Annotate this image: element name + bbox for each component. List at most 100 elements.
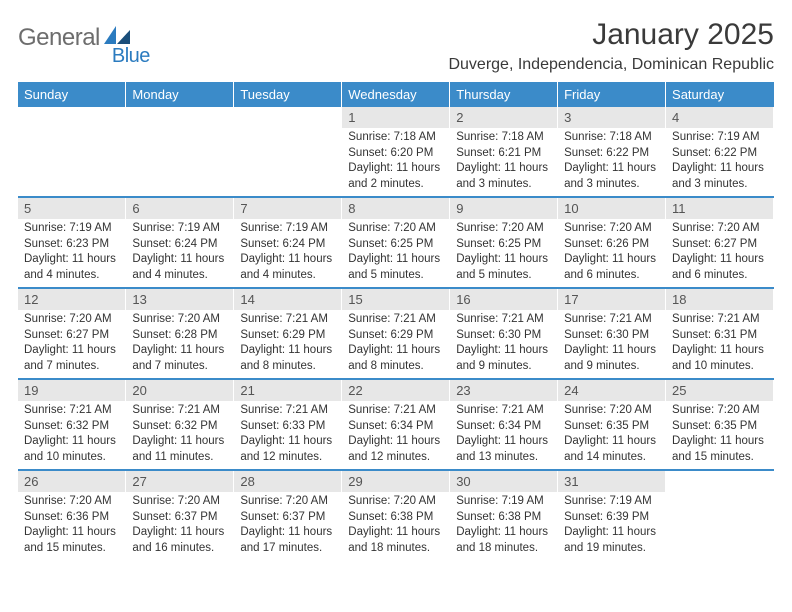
day-number: 28 [234,471,341,492]
calendar-table: SundayMondayTuesdayWednesdayThursdayFrid… [18,82,774,560]
day-details: Sunrise: 7:21 AMSunset: 6:31 PMDaylight:… [666,310,773,378]
day-number: 7 [234,198,341,219]
calendar-day-cell: 1Sunrise: 7:18 AMSunset: 6:20 PMDaylight… [342,107,450,197]
calendar-day-cell: 11Sunrise: 7:20 AMSunset: 6:27 PMDayligh… [666,197,774,288]
calendar-day-cell: 18Sunrise: 7:21 AMSunset: 6:31 PMDayligh… [666,288,774,379]
day-details: Sunrise: 7:18 AMSunset: 6:20 PMDaylight:… [342,128,449,196]
day-number: 23 [450,380,557,401]
location: Duverge, Independencia, Dominican Republ… [448,56,774,74]
day-details: Sunrise: 7:20 AMSunset: 6:37 PMDaylight:… [234,492,341,560]
calendar-header-row: SundayMondayTuesdayWednesdayThursdayFrid… [18,82,774,107]
day-number: 21 [234,380,341,401]
day-details: Sunrise: 7:20 AMSunset: 6:37 PMDaylight:… [126,492,233,560]
calendar-day-cell: 15Sunrise: 7:21 AMSunset: 6:29 PMDayligh… [342,288,450,379]
calendar-empty-cell [126,107,234,197]
calendar-day-cell: 13Sunrise: 7:20 AMSunset: 6:28 PMDayligh… [126,288,234,379]
calendar-day-cell: 7Sunrise: 7:19 AMSunset: 6:24 PMDaylight… [234,197,342,288]
calendar-day-cell: 4Sunrise: 7:19 AMSunset: 6:22 PMDaylight… [666,107,774,197]
day-number: 2 [450,107,557,128]
day-number: 31 [558,471,665,492]
day-number: 25 [666,380,773,401]
calendar-day-cell: 3Sunrise: 7:18 AMSunset: 6:22 PMDaylight… [558,107,666,197]
calendar-empty-cell [18,107,126,197]
day-number: 10 [558,198,665,219]
calendar-day-cell: 28Sunrise: 7:20 AMSunset: 6:37 PMDayligh… [234,470,342,560]
day-details: Sunrise: 7:19 AMSunset: 6:38 PMDaylight:… [450,492,557,560]
calendar-week-row: 5Sunrise: 7:19 AMSunset: 6:23 PMDaylight… [18,197,774,288]
calendar-week-row: 12Sunrise: 7:20 AMSunset: 6:27 PMDayligh… [18,288,774,379]
day-number: 13 [126,289,233,310]
calendar-day-cell: 30Sunrise: 7:19 AMSunset: 6:38 PMDayligh… [450,470,558,560]
logo-sail-icon [104,24,130,44]
weekday-header: Sunday [18,82,126,107]
day-number: 18 [666,289,773,310]
day-number: 19 [18,380,125,401]
day-details: Sunrise: 7:20 AMSunset: 6:36 PMDaylight:… [18,492,125,560]
day-number: 26 [18,471,125,492]
weekday-header: Friday [558,82,666,107]
logo-text-gray: General [18,24,100,52]
calendar-day-cell: 23Sunrise: 7:21 AMSunset: 6:34 PMDayligh… [450,379,558,470]
day-number: 8 [342,198,449,219]
calendar-day-cell: 2Sunrise: 7:18 AMSunset: 6:21 PMDaylight… [450,107,558,197]
month-title: January 2025 [448,18,774,52]
day-details: Sunrise: 7:20 AMSunset: 6:25 PMDaylight:… [450,219,557,287]
title-block: January 2025 Duverge, Independencia, Dom… [448,18,774,74]
day-details: Sunrise: 7:21 AMSunset: 6:30 PMDaylight:… [450,310,557,378]
day-details: Sunrise: 7:20 AMSunset: 6:27 PMDaylight:… [18,310,125,378]
day-details: Sunrise: 7:20 AMSunset: 6:35 PMDaylight:… [558,401,665,469]
logo-text-blue: Blue [112,45,150,68]
day-details: Sunrise: 7:20 AMSunset: 6:28 PMDaylight:… [126,310,233,378]
day-number: 1 [342,107,449,128]
day-number: 27 [126,471,233,492]
calendar-day-cell: 6Sunrise: 7:19 AMSunset: 6:24 PMDaylight… [126,197,234,288]
calendar-empty-cell [234,107,342,197]
day-number: 15 [342,289,449,310]
calendar-day-cell: 20Sunrise: 7:21 AMSunset: 6:32 PMDayligh… [126,379,234,470]
calendar-day-cell: 17Sunrise: 7:21 AMSunset: 6:30 PMDayligh… [558,288,666,379]
calendar-day-cell: 22Sunrise: 7:21 AMSunset: 6:34 PMDayligh… [342,379,450,470]
day-details: Sunrise: 7:21 AMSunset: 6:34 PMDaylight:… [342,401,449,469]
day-number: 30 [450,471,557,492]
calendar-body: 1Sunrise: 7:18 AMSunset: 6:20 PMDaylight… [18,107,774,560]
calendar-day-cell: 24Sunrise: 7:20 AMSunset: 6:35 PMDayligh… [558,379,666,470]
day-number: 29 [342,471,449,492]
day-number: 17 [558,289,665,310]
calendar-week-row: 19Sunrise: 7:21 AMSunset: 6:32 PMDayligh… [18,379,774,470]
day-number: 14 [234,289,341,310]
weekday-header: Saturday [666,82,774,107]
day-number: 5 [18,198,125,219]
day-details: Sunrise: 7:19 AMSunset: 6:24 PMDaylight:… [234,219,341,287]
calendar-week-row: 1Sunrise: 7:18 AMSunset: 6:20 PMDaylight… [18,107,774,197]
day-details: Sunrise: 7:19 AMSunset: 6:24 PMDaylight:… [126,219,233,287]
day-details: Sunrise: 7:20 AMSunset: 6:26 PMDaylight:… [558,219,665,287]
day-number: 24 [558,380,665,401]
day-details: Sunrise: 7:21 AMSunset: 6:33 PMDaylight:… [234,401,341,469]
calendar-day-cell: 10Sunrise: 7:20 AMSunset: 6:26 PMDayligh… [558,197,666,288]
day-details: Sunrise: 7:19 AMSunset: 6:22 PMDaylight:… [666,128,773,196]
day-details: Sunrise: 7:21 AMSunset: 6:29 PMDaylight:… [342,310,449,378]
weekday-header: Tuesday [234,82,342,107]
calendar-day-cell: 9Sunrise: 7:20 AMSunset: 6:25 PMDaylight… [450,197,558,288]
day-number: 16 [450,289,557,310]
calendar-day-cell: 21Sunrise: 7:21 AMSunset: 6:33 PMDayligh… [234,379,342,470]
day-details: Sunrise: 7:21 AMSunset: 6:32 PMDaylight:… [18,401,125,469]
weekday-header: Thursday [450,82,558,107]
day-number: 4 [666,107,773,128]
calendar-empty-cell [666,470,774,560]
day-details: Sunrise: 7:21 AMSunset: 6:29 PMDaylight:… [234,310,341,378]
day-number: 3 [558,107,665,128]
calendar-day-cell: 8Sunrise: 7:20 AMSunset: 6:25 PMDaylight… [342,197,450,288]
day-details: Sunrise: 7:21 AMSunset: 6:34 PMDaylight:… [450,401,557,469]
day-details: Sunrise: 7:18 AMSunset: 6:22 PMDaylight:… [558,128,665,196]
day-number: 9 [450,198,557,219]
day-number: 12 [18,289,125,310]
day-details: Sunrise: 7:19 AMSunset: 6:23 PMDaylight:… [18,219,125,287]
calendar-day-cell: 12Sunrise: 7:20 AMSunset: 6:27 PMDayligh… [18,288,126,379]
day-details: Sunrise: 7:21 AMSunset: 6:30 PMDaylight:… [558,310,665,378]
calendar-week-row: 26Sunrise: 7:20 AMSunset: 6:36 PMDayligh… [18,470,774,560]
day-details: Sunrise: 7:21 AMSunset: 6:32 PMDaylight:… [126,401,233,469]
day-number: 11 [666,198,773,219]
logo: General Blue [18,18,170,52]
day-number: 6 [126,198,233,219]
